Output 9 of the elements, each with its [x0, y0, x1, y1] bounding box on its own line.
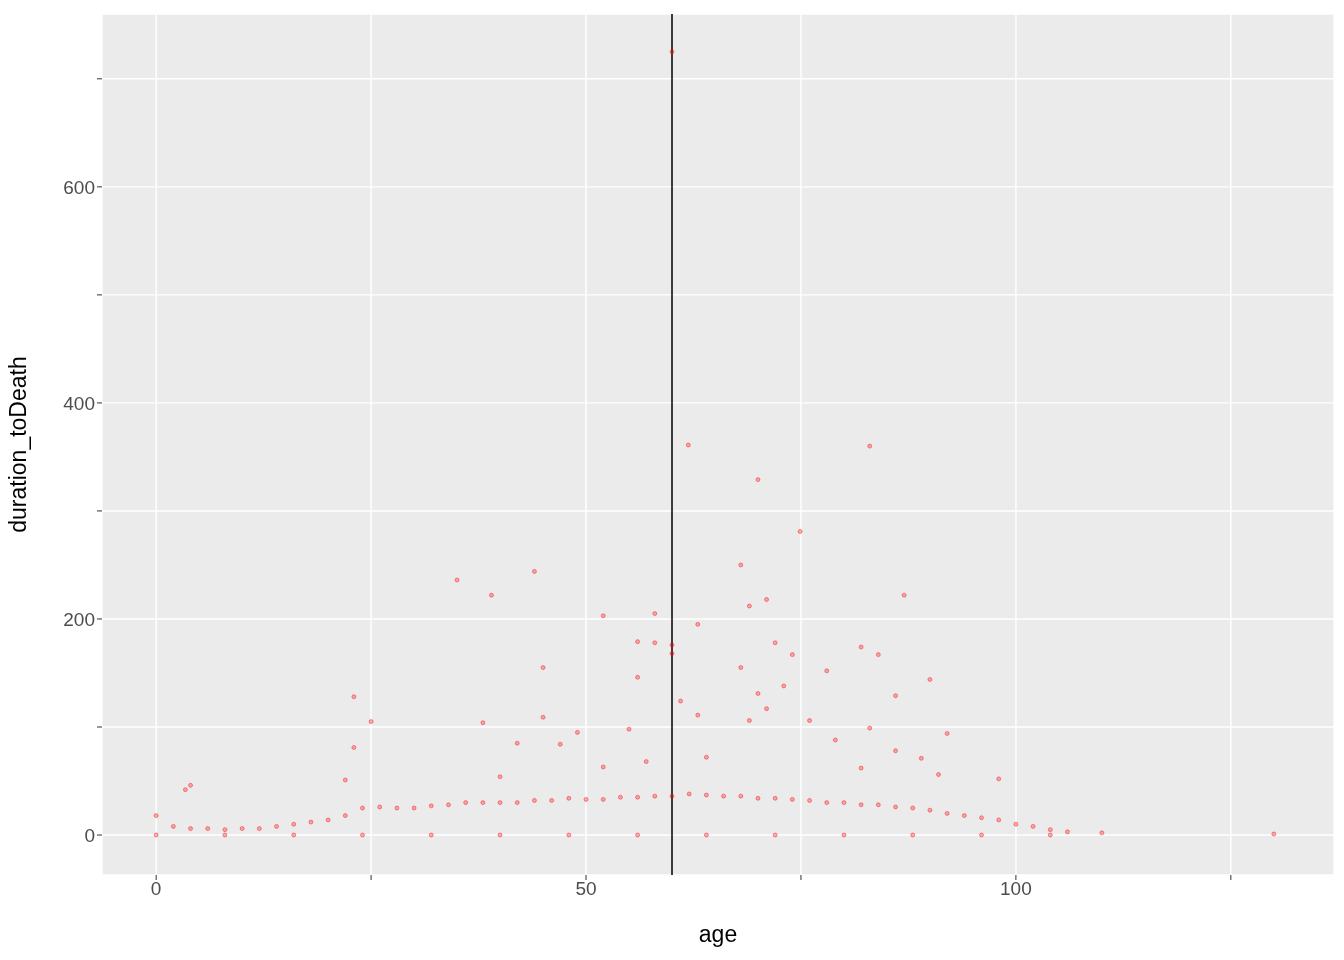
x-tick-label: 50 [575, 878, 597, 900]
y-tick-label: 0 [84, 824, 95, 846]
x-axis-title: age [698, 921, 738, 947]
y-tick-label: 400 [63, 392, 95, 414]
x-tick-label: 100 [1000, 878, 1032, 900]
y-axis-title: duration_toDeath [5, 356, 32, 533]
x-tick-label: 0 [150, 878, 162, 900]
y-tick-label: 200 [63, 608, 95, 630]
y-tick-label: 600 [63, 176, 95, 198]
